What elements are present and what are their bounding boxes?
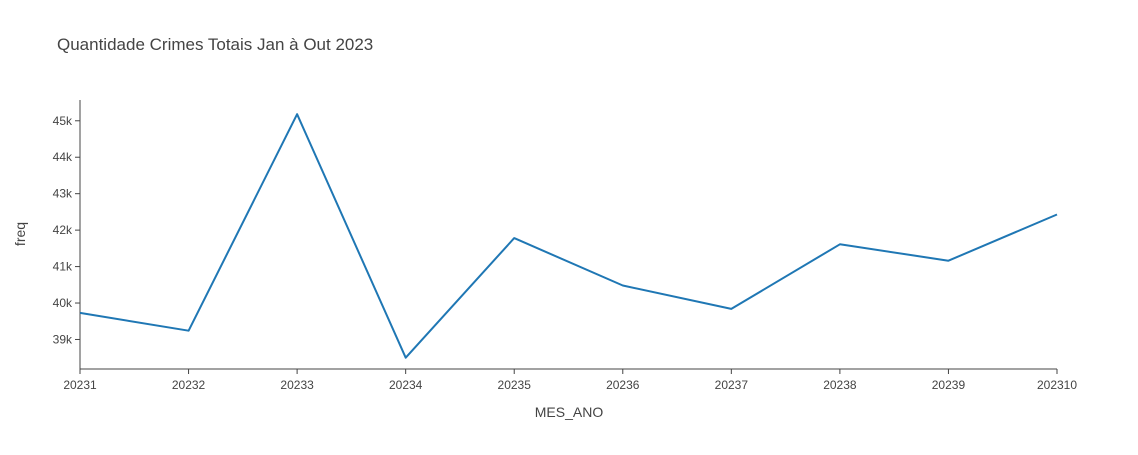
x-tick-label: 20235 bbox=[498, 378, 532, 392]
y-tick-label: 44k bbox=[53, 150, 73, 164]
series-layer bbox=[79, 113, 1058, 359]
series-line bbox=[79, 113, 1058, 359]
x-axis-ticks: 20231 20232 20233 20234 20235 20236 20237 20238… bbox=[63, 369, 1077, 392]
x-tick-label: 202310 bbox=[1037, 378, 1077, 392]
x-tick-label: 20234 bbox=[389, 378, 423, 392]
x-tick-label: 20239 bbox=[932, 378, 966, 392]
x-tick-label: 20232 bbox=[172, 378, 206, 392]
y-tick-label: 40k bbox=[53, 296, 73, 310]
x-tick-label: 20231 bbox=[63, 378, 97, 392]
x-axis-title: MES_ANO bbox=[535, 404, 604, 420]
x-tick-label: 20233 bbox=[280, 378, 314, 392]
axes bbox=[79, 100, 1057, 370]
y-tick-label: 43k bbox=[53, 187, 73, 201]
y-tick-label: 45k bbox=[53, 114, 73, 128]
y-axis-ticks: 39k 40k 41k 42k 43k 44k 45k bbox=[53, 114, 80, 346]
chart-title: Quantidade Crimes Totais Jan à Out 2023 bbox=[57, 35, 373, 54]
x-tick-label: 20236 bbox=[606, 378, 640, 392]
y-axis-title: freq bbox=[12, 222, 28, 246]
y-tick-label: 41k bbox=[53, 260, 73, 274]
y-tick-label: 39k bbox=[53, 332, 73, 346]
x-tick-label: 20238 bbox=[823, 378, 857, 392]
y-tick-label: 42k bbox=[53, 223, 73, 237]
x-tick-label: 20237 bbox=[715, 378, 749, 392]
